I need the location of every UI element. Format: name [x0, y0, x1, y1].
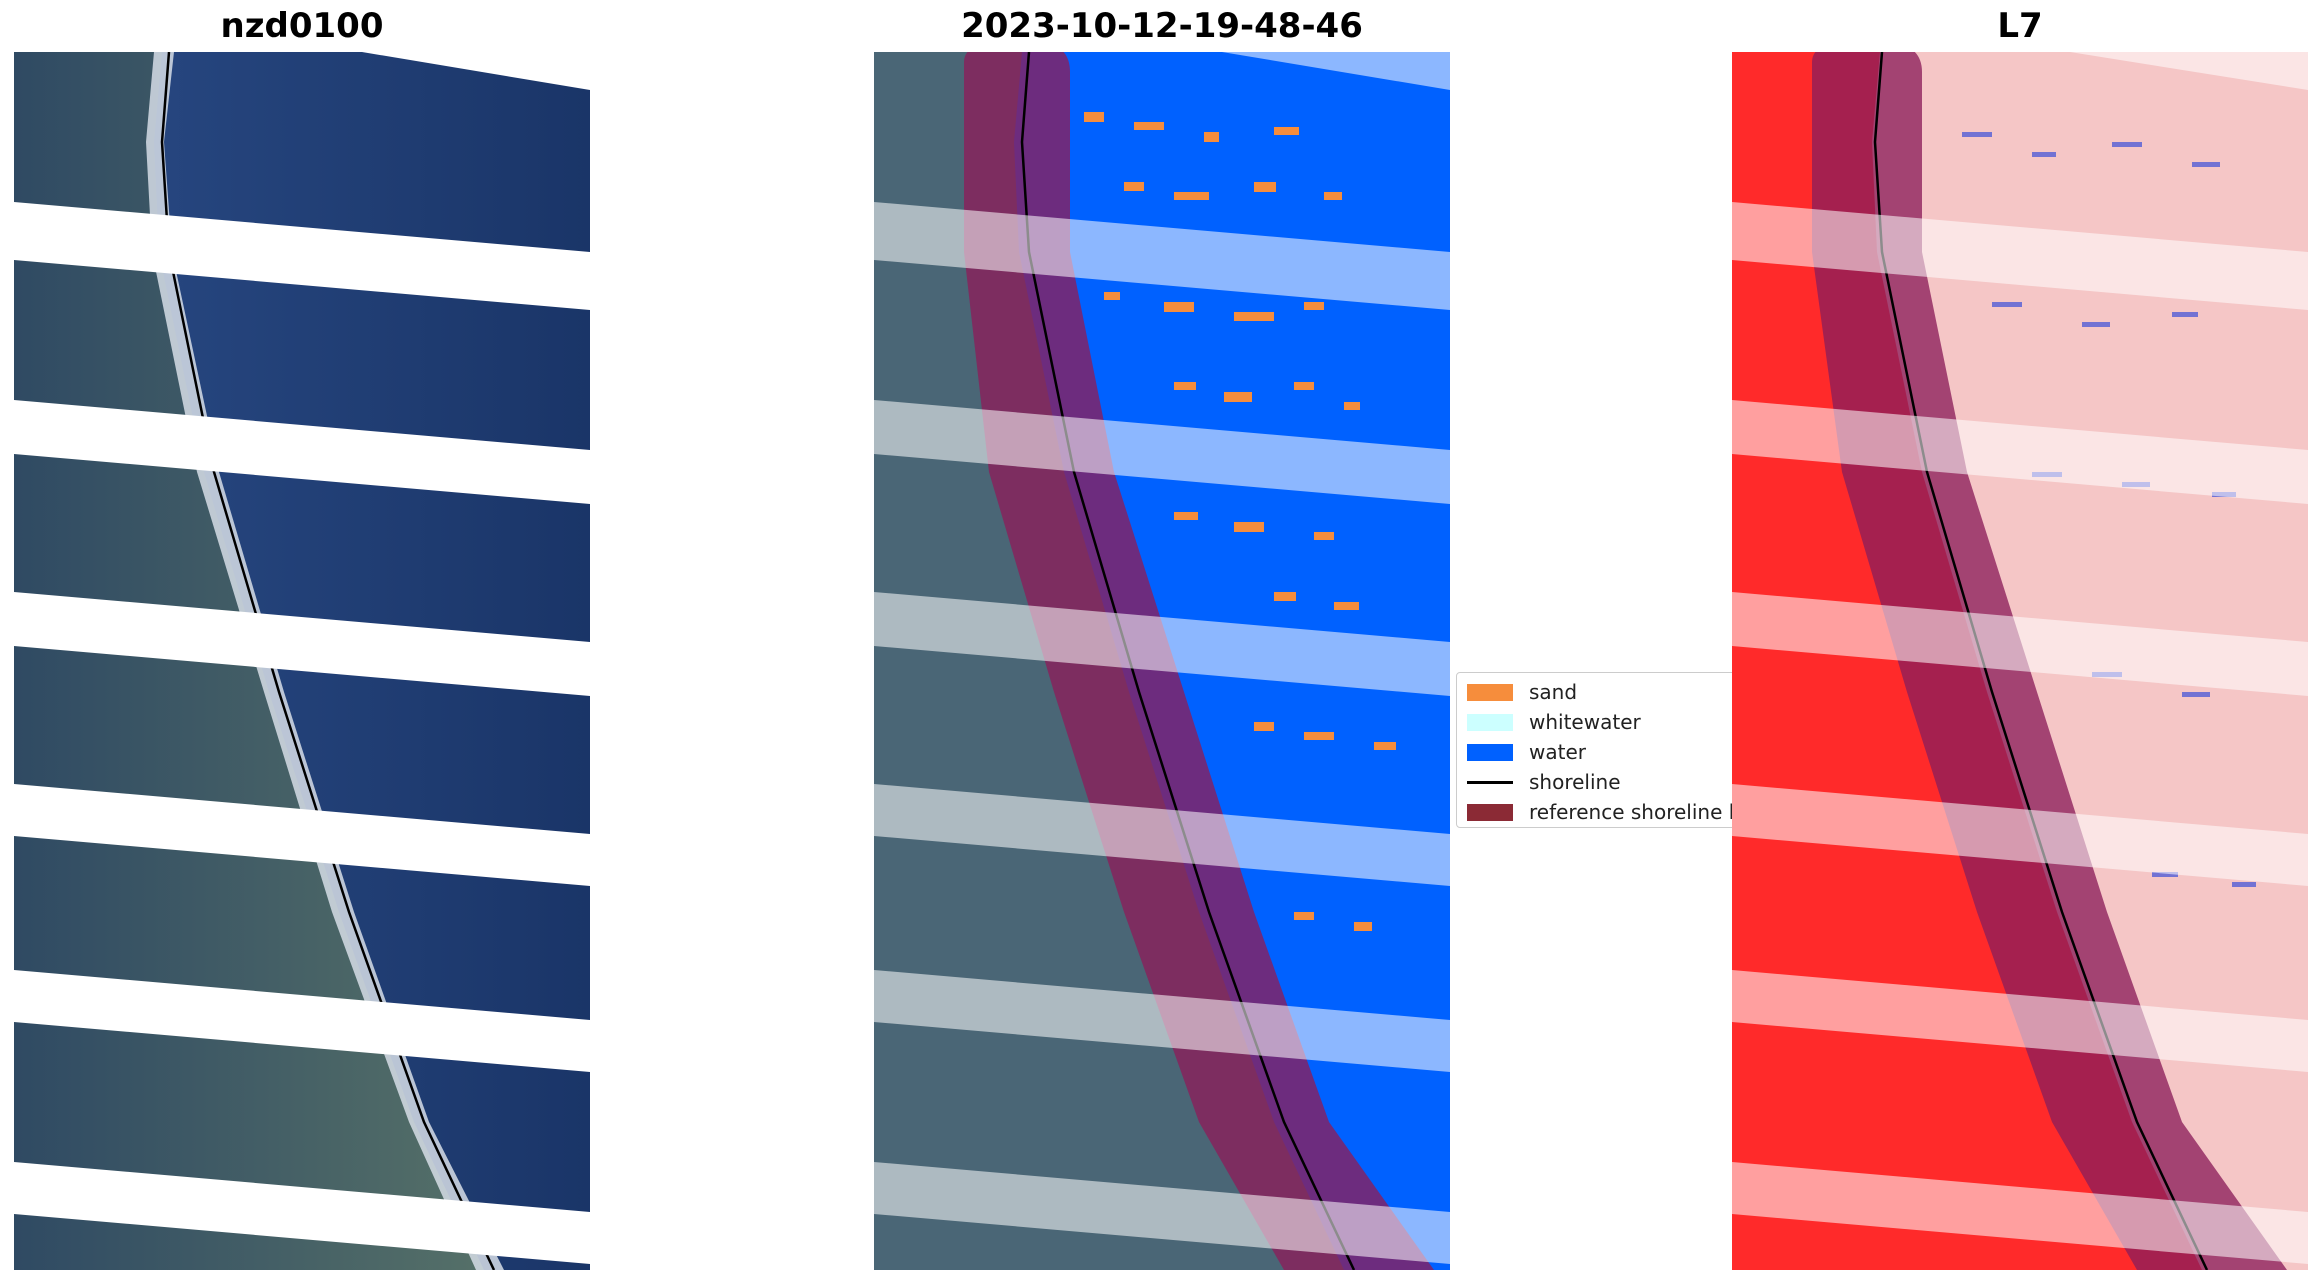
class-shoreline-line — [1020, 52, 1356, 1270]
legend-label-sand: sand — [1529, 680, 1578, 704]
class-white-stripes — [874, 52, 1450, 1264]
legend-swatch-sand — [1467, 683, 1513, 701]
index-white-stripes — [1732, 52, 2308, 1264]
rgb-white-stripes — [14, 52, 590, 1264]
index-panel — [1732, 52, 2308, 1270]
panel-title-classification: 2023-10-12-19-48-46 — [961, 6, 1363, 46]
legend-item-water: water — [1457, 737, 1801, 767]
legend-label-whitewater: whitewater — [1529, 710, 1641, 734]
rgb-image-panel — [14, 52, 590, 1270]
panel-title-rgb: nzd0100 — [220, 6, 384, 46]
legend-swatch-buffer — [1467, 803, 1513, 821]
classification-panel — [874, 52, 1450, 1270]
index-buffer — [1812, 52, 2287, 1270]
legend-swatch-whitewater — [1467, 713, 1513, 731]
legend-label-shoreline: shoreline — [1529, 770, 1621, 794]
index-shoreline-line — [1873, 52, 2209, 1270]
class-buffer — [964, 52, 1434, 1270]
legend-swatch-shoreline — [1467, 780, 1513, 784]
legend-item-shoreline: shoreline — [1457, 767, 1801, 797]
legend-swatch-water — [1467, 743, 1513, 761]
legend-item-whitewater: whitewater — [1457, 707, 1801, 737]
legend-label-water: water — [1529, 740, 1586, 764]
shoreline-line — [160, 52, 496, 1270]
legend-item-sand: sand — [1457, 677, 1801, 707]
panel-title-index: L7 — [1997, 6, 2043, 46]
